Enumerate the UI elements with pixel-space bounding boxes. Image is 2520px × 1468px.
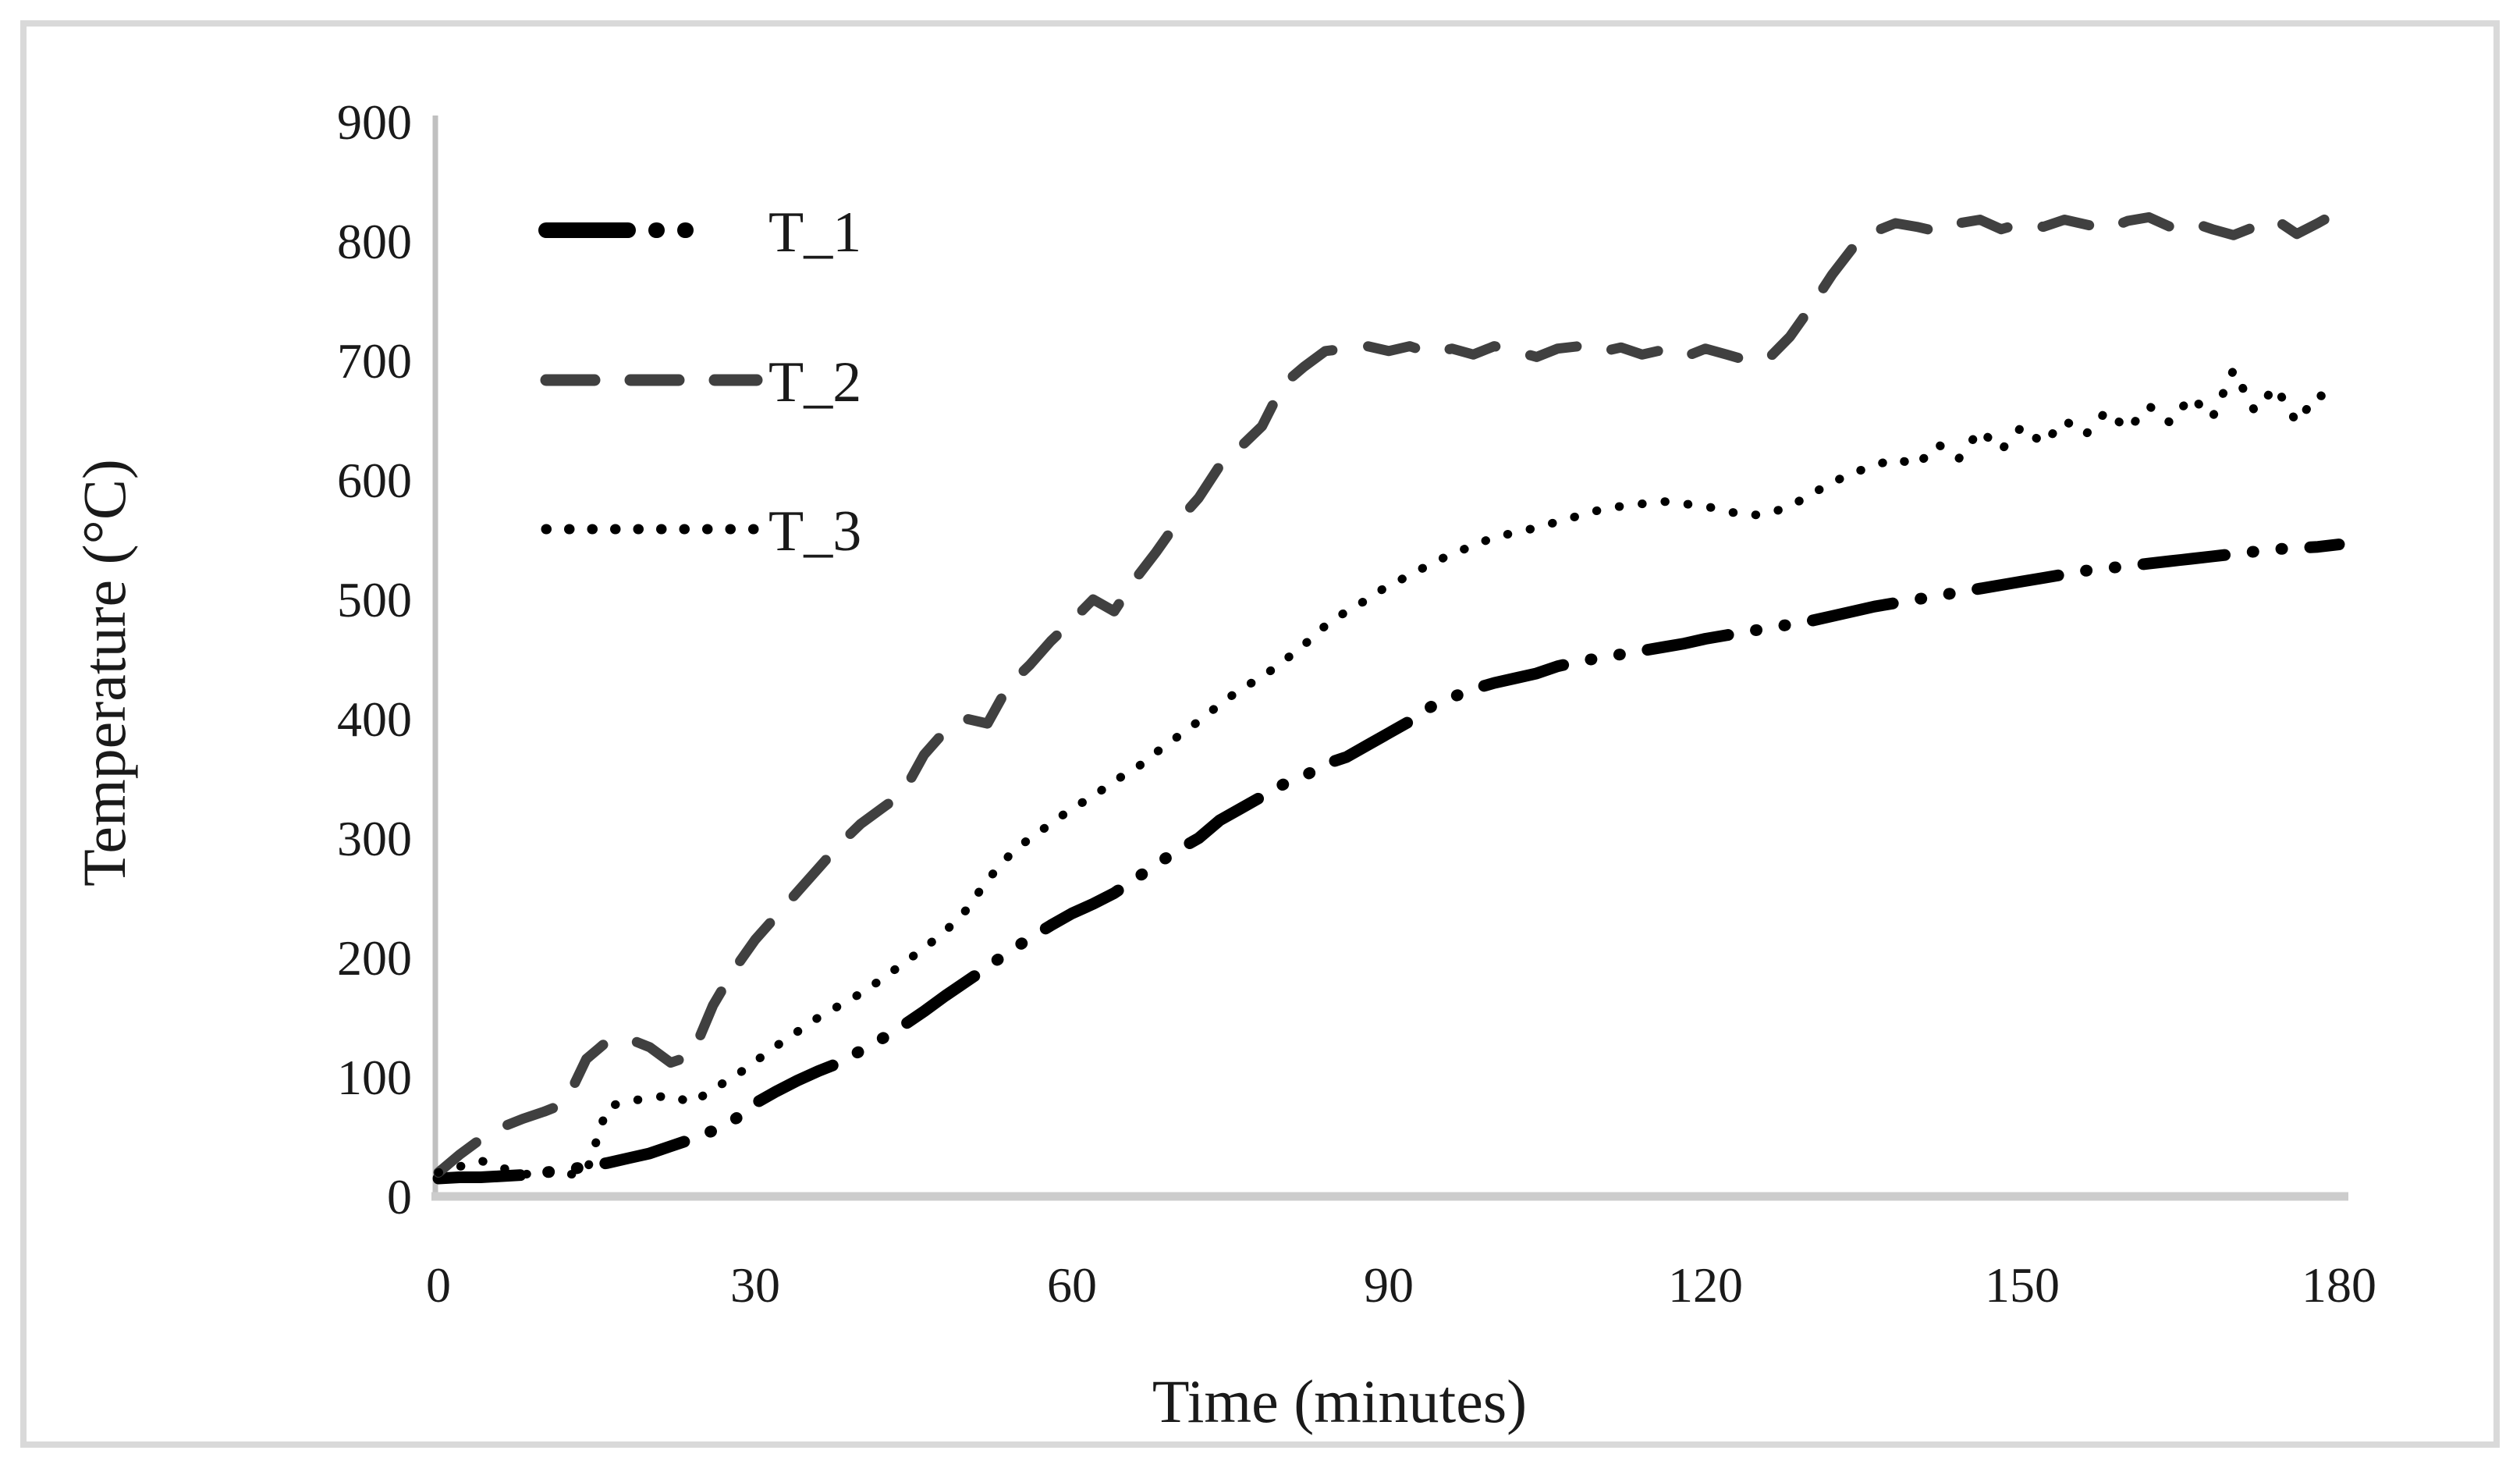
y-tick-label: 900 — [337, 94, 412, 150]
legend-label-t2: T_2 — [768, 350, 861, 414]
x-tick-label: 150 — [1985, 1257, 2060, 1313]
x-tick-label: 60 — [1047, 1257, 1097, 1313]
y-tick-label: 100 — [337, 1050, 412, 1105]
legend-label-t1: T_1 — [768, 201, 861, 265]
x-tick-label: 0 — [426, 1257, 451, 1313]
y-tick-label: 700 — [337, 333, 412, 389]
y-tick-label: 600 — [337, 453, 412, 508]
y-tick-label: 200 — [337, 930, 412, 986]
x-axis-title: Time (minutes) — [1152, 1367, 1527, 1435]
series-line-t1 — [432, 539, 2345, 1185]
x-tick-label: 120 — [1668, 1257, 1743, 1313]
x-tick-label: 30 — [730, 1257, 780, 1313]
legend-item-t1: T_1 — [538, 201, 861, 265]
series-line-t3 — [434, 365, 2344, 1179]
x-axis-ticks: 0 30 60 90 120 150 180 — [426, 1257, 2376, 1313]
x-tick-label: 180 — [2302, 1257, 2376, 1313]
legend: T_1 T_2 T_3 — [538, 201, 861, 563]
y-tick-label: 300 — [337, 811, 412, 866]
legend-label-t3: T_3 — [768, 499, 861, 563]
y-axis-ticks: 0 100 200 300 400 500 600 700 800 900 — [337, 94, 412, 1225]
series-lines — [432, 206, 2345, 1185]
y-tick-label: 400 — [337, 691, 412, 747]
legend-item-t3: T_3 — [541, 499, 861, 563]
x-tick-label: 90 — [1364, 1257, 1414, 1313]
y-tick-label: 0 — [387, 1169, 412, 1225]
y-axis-title: Temperature (°C) — [70, 459, 138, 887]
y-tick-label: 500 — [337, 572, 412, 627]
legend-item-t2: T_2 — [540, 350, 861, 414]
series-line-t2 — [433, 206, 2344, 1178]
y-tick-label: 800 — [337, 214, 412, 269]
